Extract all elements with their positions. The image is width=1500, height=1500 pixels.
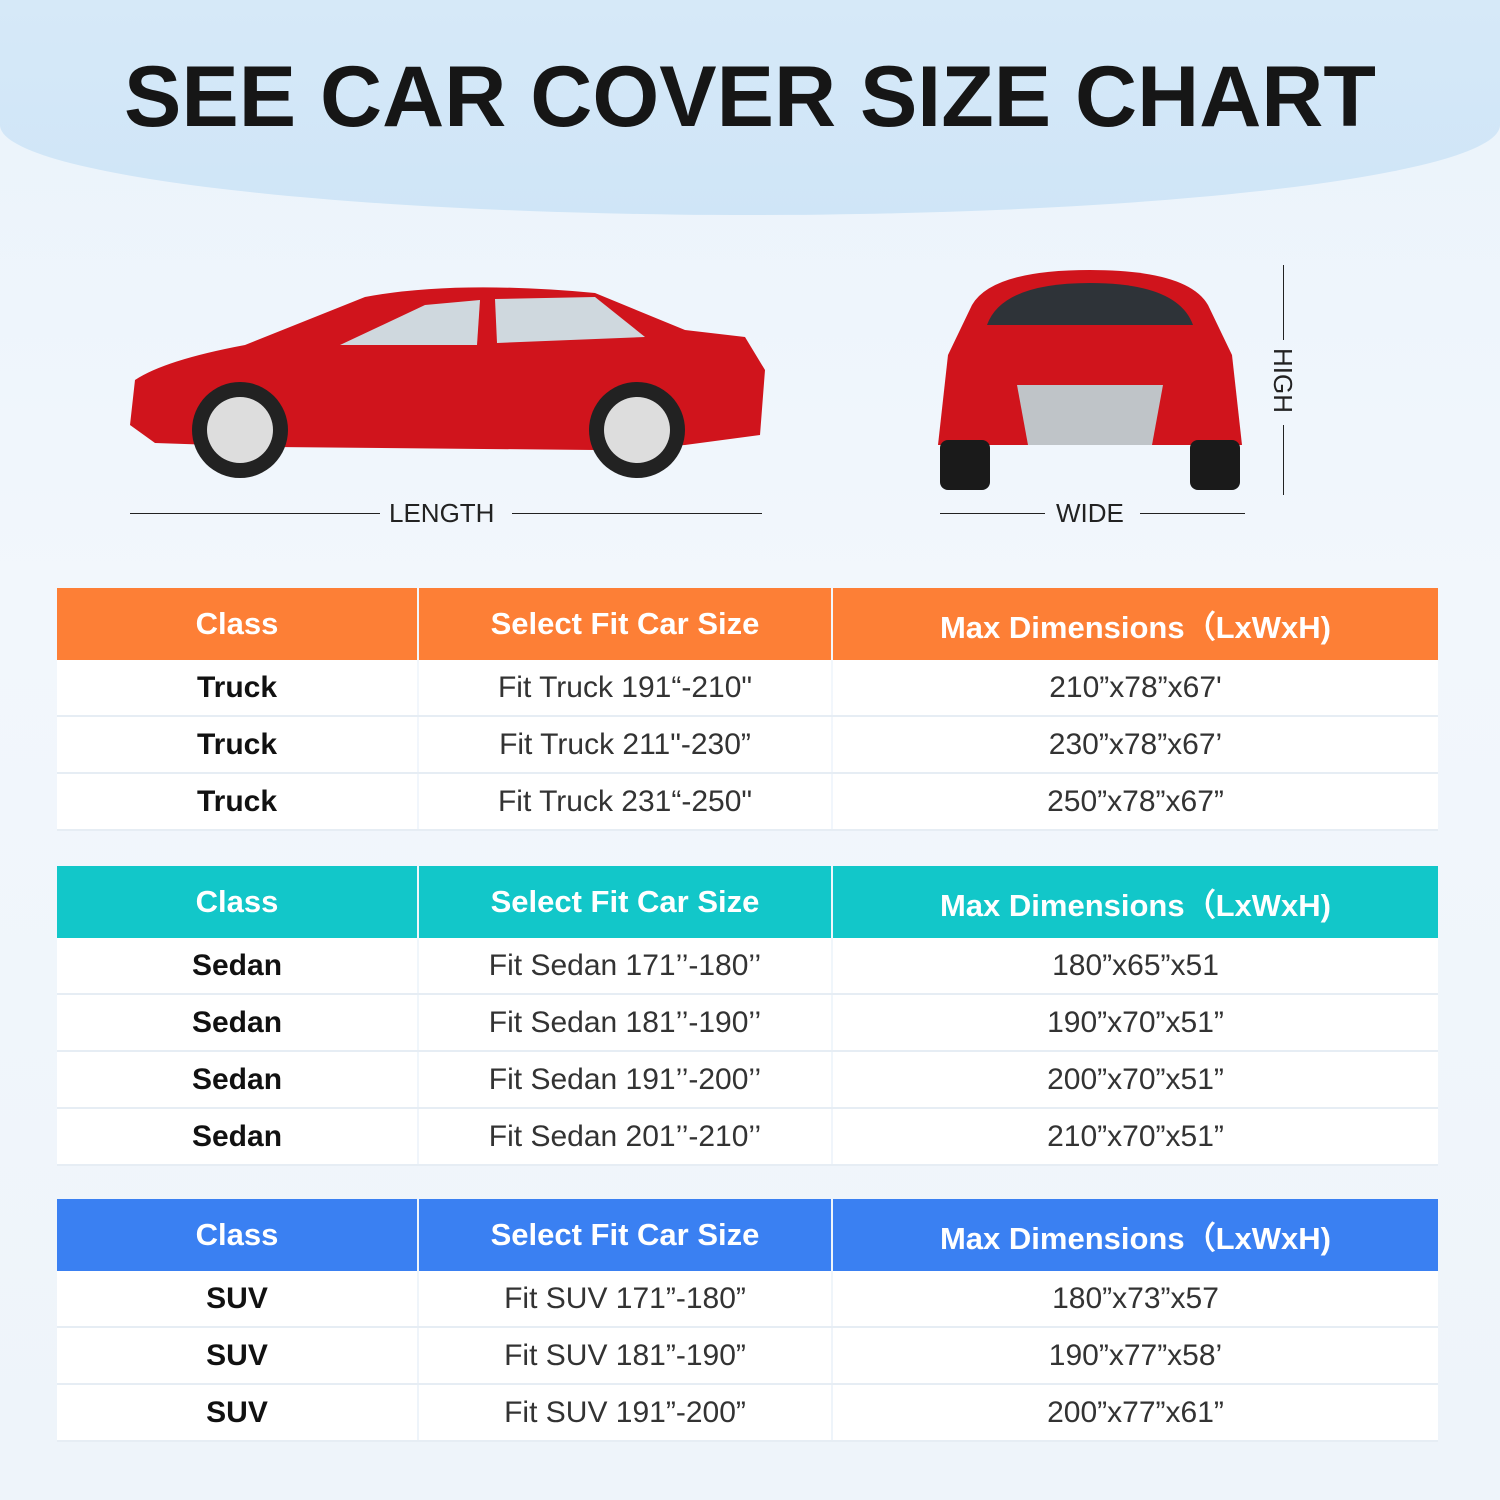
- cell-fit: Fit Truck 191“-210": [419, 660, 831, 715]
- table-row: Truck Fit Truck 231“-250" 250”x78”x67”: [57, 774, 1438, 831]
- header-class: Class: [57, 588, 417, 660]
- cell-fit: Fit Sedan 201’’-210’’: [419, 1109, 831, 1164]
- header-band: [0, 0, 1500, 215]
- front-car-image: [938, 270, 1242, 490]
- table-row: Sedan Fit Sedan 191’’-200’’ 200”x70”x51”: [57, 1052, 1438, 1109]
- header-class: Class: [57, 1199, 417, 1271]
- table-row: SUV Fit SUV 171”-180” 180”x73”x57: [57, 1271, 1438, 1328]
- header-max: Max Dimensions（LxWxH): [833, 588, 1438, 660]
- high-arrow-top: [1283, 265, 1284, 340]
- cell-fit: Fit Truck 231“-250": [419, 774, 831, 829]
- table-row: Truck Fit Truck 191“-210" 210”x78”x67': [57, 660, 1438, 717]
- cell-class: SUV: [57, 1385, 417, 1440]
- cell-fit: Fit Truck 211"-230”: [419, 717, 831, 772]
- cell-fit: Fit SUV 171”-180”: [419, 1271, 831, 1326]
- cell-fit: Fit Sedan 191’’-200’’: [419, 1052, 831, 1107]
- page-title: SEE CAR COVER SIZE CHART: [124, 49, 1376, 145]
- cell-class: Sedan: [57, 1109, 417, 1164]
- cell-max: 250”x78”x67”: [833, 774, 1438, 829]
- table-row: Sedan Fit Sedan 171’’-180’’ 180”x65”x51: [57, 938, 1438, 995]
- high-arrow-bottom: [1283, 425, 1284, 495]
- cell-max: 210”x78”x67': [833, 660, 1438, 715]
- header-fit: Select Fit Car Size: [419, 866, 831, 938]
- table-row: Sedan Fit Sedan 181’’-190’’ 190”x70”x51”: [57, 995, 1438, 1052]
- truck-table: Class Select Fit Car Size Max Dimensions（L…: [57, 588, 1438, 831]
- cell-class: SUV: [57, 1328, 417, 1383]
- wide-arrow-right: [1140, 513, 1245, 514]
- cell-class: Truck: [57, 774, 417, 829]
- table-row: SUV Fit SUV 191”-200” 200”x77”x61”: [57, 1385, 1438, 1442]
- suv-table: Class Select Fit Car Size Max Dimensions（L…: [57, 1199, 1438, 1442]
- length-label: LENGTH: [389, 498, 495, 528]
- cell-class: Sedan: [57, 938, 417, 993]
- cell-max: 190”x70”x51”: [833, 995, 1438, 1050]
- table-row: Sedan Fit Sedan 201’’-210’’ 210”x70”x51”: [57, 1109, 1438, 1166]
- cell-max: 180”x73”x57: [833, 1271, 1438, 1326]
- cell-max: 200”x77”x61”: [833, 1385, 1438, 1440]
- wide-arrow-left: [940, 513, 1045, 514]
- cell-class: Sedan: [57, 1052, 417, 1107]
- cell-max: 210”x70”x51”: [833, 1109, 1438, 1164]
- cell-max: 190”x77”x58’: [833, 1328, 1438, 1383]
- cell-max: 230”x78”x67’: [833, 717, 1438, 772]
- table-row: SUV Fit SUV 181”-190” 190”x77”x58’: [57, 1328, 1438, 1385]
- cell-max: 200”x70”x51”: [833, 1052, 1438, 1107]
- cell-class: Sedan: [57, 995, 417, 1050]
- cell-fit: Fit SUV 181”-190”: [419, 1328, 831, 1383]
- header-class: Class: [57, 866, 417, 938]
- cell-fit: Fit Sedan 171’’-180’’: [419, 938, 831, 993]
- cell-fit: Fit SUV 191”-200”: [419, 1385, 831, 1440]
- header-fit: Select Fit Car Size: [419, 1199, 831, 1271]
- cell-class: Truck: [57, 660, 417, 715]
- cell-class: SUV: [57, 1271, 417, 1326]
- length-arrow-left: [130, 513, 380, 514]
- header-max: Max Dimensions（LxWxH): [833, 866, 1438, 938]
- header-max: Max Dimensions（LxWxH): [833, 1199, 1438, 1271]
- high-label: HIGH: [1268, 348, 1298, 413]
- side-car-image: [130, 287, 765, 478]
- cell-class: Truck: [57, 717, 417, 772]
- header-fit: Select Fit Car Size: [419, 588, 831, 660]
- table-row: Truck Fit Truck 211"-230” 230”x78”x67’: [57, 717, 1438, 774]
- cell-max: 180”x65”x51: [833, 938, 1438, 993]
- length-arrow-right: [512, 513, 762, 514]
- cell-fit: Fit Sedan 181’’-190’’: [419, 995, 831, 1050]
- sedan-table: Class Select Fit Car Size Max Dimensions（L…: [57, 866, 1438, 1166]
- wide-label: WIDE: [1056, 498, 1124, 528]
